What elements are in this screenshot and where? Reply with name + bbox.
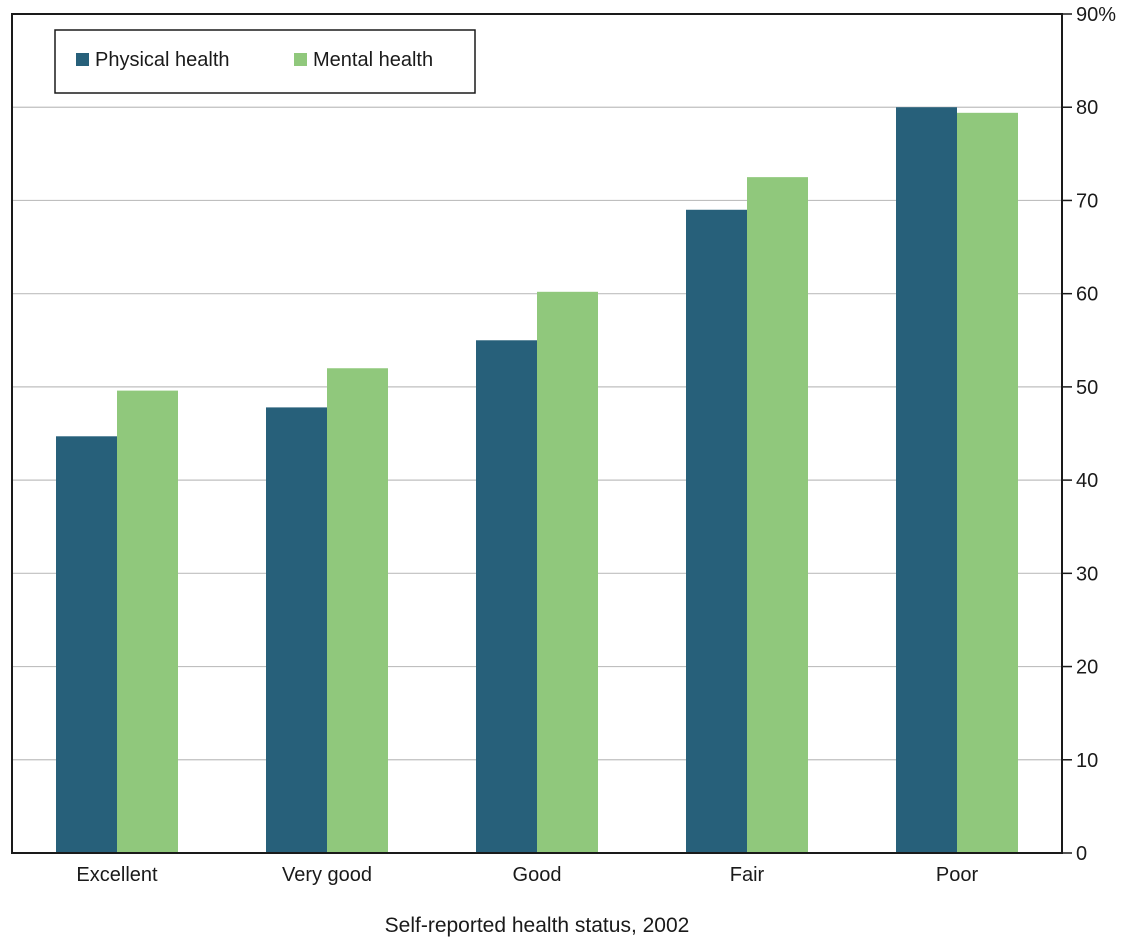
- x-tick-label: Poor: [936, 864, 979, 886]
- bar-physical-health-very-good: [266, 407, 327, 853]
- legend-swatch: [76, 53, 89, 66]
- x-tick-label: Fair: [730, 864, 765, 886]
- bar-physical-health-poor: [896, 107, 957, 853]
- y-tick-label: 70: [1076, 190, 1098, 212]
- y-tick-label: 90%: [1076, 4, 1116, 26]
- x-axis-title: Self-reported health status, 2002: [385, 914, 690, 937]
- legend-swatch: [294, 53, 307, 66]
- legend-label: Mental health: [313, 49, 433, 71]
- plot-frame: [11, 13, 1063, 854]
- bar-mental-health-poor: [957, 112, 1018, 853]
- y-tick-label: 40: [1076, 470, 1098, 492]
- bar-physical-health-good: [476, 340, 537, 853]
- legend-box: [54, 29, 476, 94]
- bar-mental-health-good: [537, 291, 598, 853]
- x-tick-label: Good: [513, 864, 562, 886]
- legend-label: Physical health: [95, 49, 230, 71]
- y-tick-label: 50: [1076, 377, 1098, 399]
- bar-physical-health-fair: [686, 209, 747, 853]
- bar-mental-health-fair: [747, 177, 808, 853]
- y-tick-label: 60: [1076, 284, 1098, 306]
- y-tick-label: 30: [1076, 563, 1098, 585]
- bar-mental-health-very-good: [327, 368, 388, 853]
- x-tick-label: Very good: [282, 864, 372, 886]
- y-axis-ticks: 0 10 20 30 40 50 60 70 80 90%: [1062, 4, 1116, 865]
- legend: Physical health Mental health: [54, 29, 476, 94]
- y-tick-label: 80: [1076, 97, 1098, 119]
- y-tick-label: 0: [1076, 843, 1087, 865]
- x-tick-label: Excellent: [76, 864, 158, 886]
- bars: [56, 107, 1018, 853]
- x-axis-ticks: Excellent Very good Good Fair Poor: [76, 864, 978, 886]
- bar-mental-health-excellent: [117, 390, 178, 853]
- bar-physical-health-excellent: [56, 436, 117, 853]
- y-tick-label: 20: [1076, 657, 1098, 679]
- y-tick-label: 10: [1076, 750, 1098, 772]
